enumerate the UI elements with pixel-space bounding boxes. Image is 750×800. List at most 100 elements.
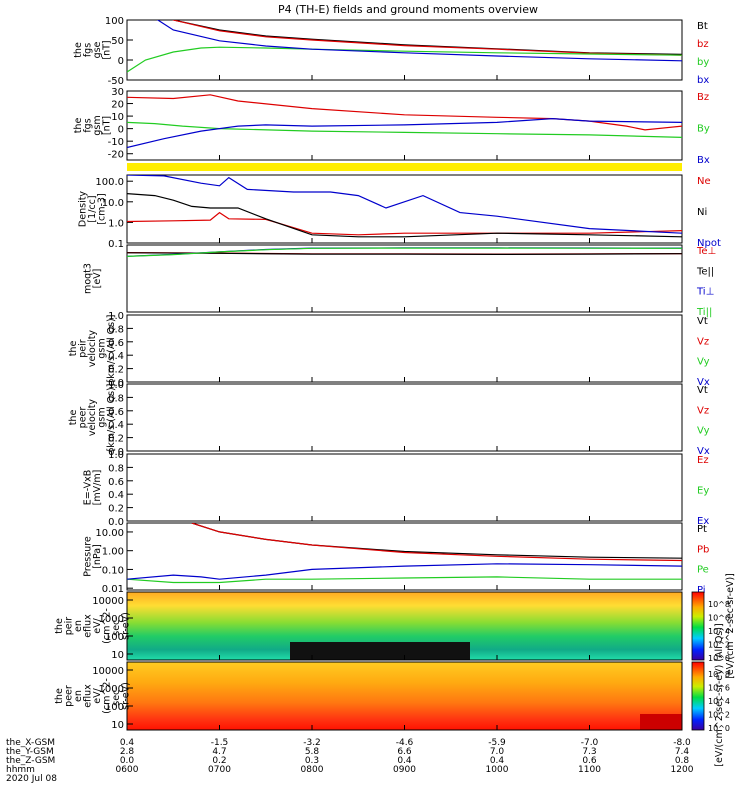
x-axis-value: -5.9 <box>488 738 506 748</box>
y-tick-label: 1000 <box>99 614 124 625</box>
legend-label: Ey <box>697 486 709 497</box>
legend-label: Vz <box>697 405 709 416</box>
y-tick-label: 1.0 <box>108 380 124 391</box>
spectrogram-fill <box>127 662 682 730</box>
y-axis-label-line: the <box>54 688 65 704</box>
y-axis-label-line: the <box>54 618 65 634</box>
y-axis-label-line: eV/ <box>92 617 103 633</box>
x-axis-value: 0.4 <box>397 756 412 766</box>
panel-frame <box>126 314 683 383</box>
x-axis-row-label: the_X-GSM <box>6 738 55 748</box>
colorbar-tick-label: 10^8 <box>708 600 730 609</box>
colorbar-tick-label: 10^0 <box>708 724 730 733</box>
y-tick-label: 0.6 <box>108 477 124 488</box>
panel-frame <box>126 244 683 313</box>
y-axis-label-line: the <box>68 410 79 426</box>
x-axis-value: -7.0 <box>581 738 599 748</box>
x-axis-value: -4.6 <box>396 738 414 748</box>
y-axis-label-line: peer <box>63 685 74 707</box>
legend-label: Vt <box>697 385 708 396</box>
panel-pressure: 10.00 1.00 0.10 0.01 Pressure[nPa] Pt Pb Pe Pi <box>82 522 709 596</box>
series-line-by <box>127 46 682 73</box>
y-axis-label-line: [nPa] <box>92 544 103 569</box>
legend-label: bx <box>697 75 709 86</box>
panel-peir-en-eflux: 10^8 10^6 10^4 10^2 10^0 10000 1000 100 10 thepei… <box>54 591 730 663</box>
y-axis-label-line: [nT] <box>101 40 112 59</box>
spectrogram-dark-band <box>290 642 470 660</box>
legend-label: Ni <box>697 207 707 218</box>
x-axis-value: 1200 <box>671 765 694 775</box>
colorbar-tick-label: 10^2 <box>708 711 730 720</box>
panel-frame <box>126 383 683 452</box>
y-tick-label: 0.2 <box>108 365 124 376</box>
y-tick-label: 100 <box>105 702 124 713</box>
series-line-Ne <box>127 211 682 236</box>
colorbar-tick-label: 10^4 <box>708 627 730 636</box>
x-axis-value: 0.3 <box>305 756 319 766</box>
y-tick-label: 10000 <box>92 596 124 607</box>
colorbar <box>691 591 705 661</box>
y-tick-label: 10000 <box>92 666 124 677</box>
x-axis-value: 0600 <box>116 765 139 775</box>
legend-label: Pb <box>697 544 709 555</box>
y-axis-label-line: eV/ <box>92 687 103 703</box>
x-axis-value: 7.0 <box>490 747 505 757</box>
y-axis-label-line: fgs <box>82 118 93 132</box>
y-axis-label-line: moqt3 <box>82 263 93 294</box>
legend-label: Bt <box>697 21 708 32</box>
y-tick-label: -20 <box>108 150 124 161</box>
legend-label: Te|| <box>696 266 714 277</box>
x-axis-value: 0.6 <box>582 756 597 766</box>
y-axis-label-line: the <box>73 118 84 134</box>
x-axis-value: 5.8 <box>305 747 320 757</box>
y-axis-label-line: (cm^2- <box>101 608 112 644</box>
y-axis-label-line: Density <box>78 191 89 227</box>
colorbar-label: [eV/(cm^2-sec-sr-eV)] <box>725 573 736 679</box>
y-tick-label: 1.0 <box>108 311 124 322</box>
y-axis-label-line: [km/s (All Qs)] <box>106 315 117 383</box>
y-tick-label: 1.0 <box>108 218 124 229</box>
y-tick-label: 1000 <box>99 684 124 695</box>
series-line-Npot <box>127 175 682 234</box>
y-tick-label: 100 <box>105 632 124 643</box>
y-axis-label-line: gse <box>92 41 103 58</box>
x-axis-value: -3.2 <box>303 738 321 748</box>
y-axis-label-line: gsm <box>97 338 108 358</box>
y-tick-label: 1.00 <box>102 547 124 558</box>
y-axis-label-line: gsm <box>92 115 103 135</box>
y-axis-label-line: peer <box>78 407 89 429</box>
x-axis-row-label: hhmm <box>6 765 35 775</box>
y-axis-label-line: velocity <box>87 330 98 368</box>
x-axis-value: 0.8 <box>675 756 690 766</box>
y-axis-label-line: [mV/m] <box>92 470 103 506</box>
x-axis-value: 0700 <box>208 765 231 775</box>
x-axis-value: 7.4 <box>675 747 690 757</box>
y-axis-label-line: peir <box>78 339 89 358</box>
y-tick-label: 0.8 <box>108 324 124 335</box>
y-tick-label: 0.1 <box>108 239 124 250</box>
y-tick-label: 0 <box>118 56 124 67</box>
x-axis-date: 2020 Jul 08 <box>6 774 57 784</box>
colorbar-tick-label: 10^6 <box>708 684 730 693</box>
x-axis-value: 1100 <box>578 765 601 775</box>
legend-label: Npot <box>697 238 721 249</box>
series-line-Ti|| <box>127 247 682 257</box>
panel-peir-velocity: 1.0 0.8 0.6 0.4 0.2 0.0 thepeirvelocitygsm[km/… <box>68 311 710 389</box>
series-line-Te|| <box>127 252 682 255</box>
y-tick-label: 0.0 <box>108 447 124 458</box>
x-axis-value: 2.8 <box>120 747 135 757</box>
y-tick-label: -50 <box>108 76 124 87</box>
x-axis-value: 0900 <box>393 765 416 775</box>
y-axis-label-line: sec- <box>111 616 122 635</box>
y-axis-label-line: [nT] <box>101 116 112 135</box>
y-tick-label: 50 <box>111 36 124 47</box>
y-tick-label: -10 <box>108 137 124 148</box>
legend-label: Bx <box>697 155 710 166</box>
y-tick-label: 0.0 <box>108 378 124 389</box>
x-axis-row-label: the_Y-GSM <box>6 747 54 757</box>
y-tick-label: 20 <box>111 100 124 111</box>
y-tick-label: 10 <box>111 650 124 661</box>
legend-label: Bz <box>697 92 709 103</box>
legend-label: Vy <box>697 426 710 437</box>
